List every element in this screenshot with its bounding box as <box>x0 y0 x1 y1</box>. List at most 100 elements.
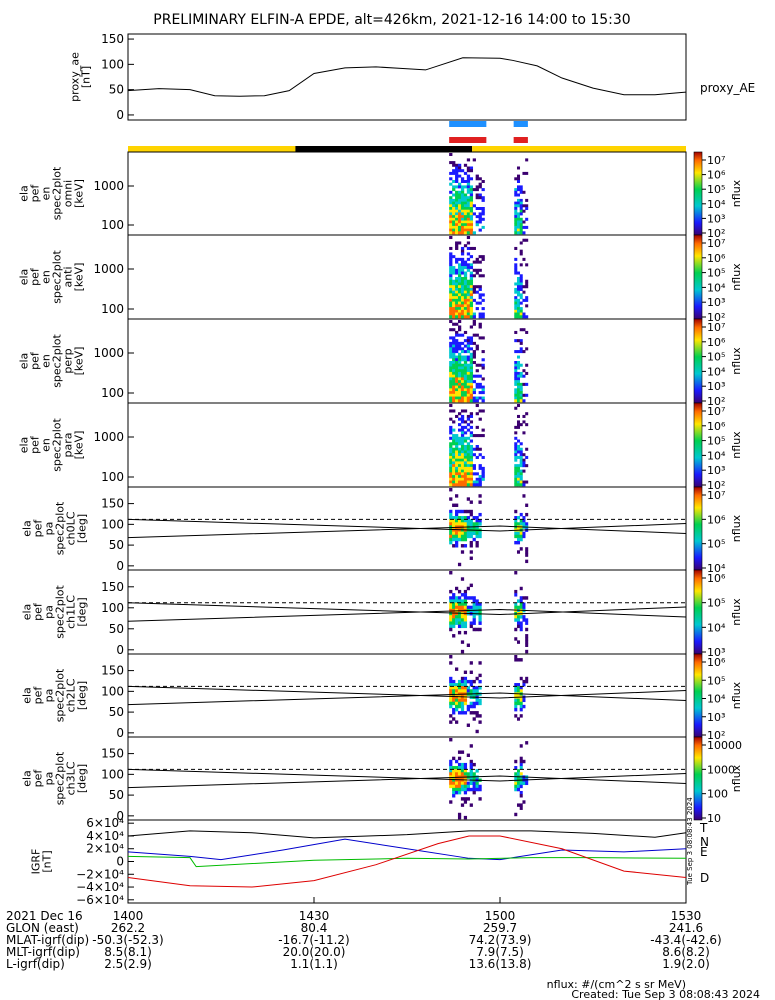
pa_ch0-cell <box>514 531 518 536</box>
en_anti-cell <box>452 255 456 259</box>
en_para-cell <box>463 439 468 443</box>
en_omni-cell <box>514 223 518 227</box>
en_perp-cell <box>514 382 518 386</box>
en_perp-cell <box>469 371 474 375</box>
en_anti-cell <box>472 298 476 302</box>
en_perp-cell <box>472 350 476 354</box>
en_perp-cell <box>469 388 474 392</box>
en_perp-cell <box>469 341 474 345</box>
en_perp-cell <box>463 344 468 348</box>
en_omni-cell <box>457 193 462 197</box>
pa_ch1-cell <box>525 643 529 647</box>
en_para-cell <box>460 409 465 413</box>
pa_ch1-cell <box>463 605 468 610</box>
en_anti-cell <box>460 309 465 313</box>
pa_ch0-cb-label-wrap: nflux <box>730 514 743 542</box>
pa_ch3-cell <box>463 762 468 767</box>
en_omni-cell <box>463 215 468 219</box>
en_omni-cell <box>475 177 479 181</box>
en_anti-cell <box>460 296 465 300</box>
pa_ch3-cell <box>452 790 456 795</box>
en_omni-cell <box>463 196 468 200</box>
pa_ch0-cell <box>514 509 518 514</box>
en_perp-cell <box>452 352 456 356</box>
en_perp-cell <box>457 377 462 381</box>
en_perp-cell <box>516 385 521 389</box>
pa_ch3-cell <box>516 784 521 789</box>
pa_ch0-cell <box>466 519 470 523</box>
en_omni-cell <box>516 198 521 202</box>
pa_ch2-cell <box>475 714 479 718</box>
en_para-cell <box>452 466 456 470</box>
en_para-cell <box>449 417 453 421</box>
en_perp-cell <box>455 382 459 386</box>
en_omni-cell <box>469 231 474 235</box>
en_anti-cell <box>469 274 474 278</box>
en_omni-cell <box>522 209 526 213</box>
pa_ch3-cell <box>463 797 468 801</box>
en_perp-cell <box>475 347 479 351</box>
en_omni-cell <box>449 225 453 229</box>
igrf-ytick-label: 4×10⁴ <box>86 829 124 843</box>
en_perp-cell <box>463 377 468 381</box>
en_para-cell <box>463 450 468 454</box>
pa_ch1-cell <box>472 627 476 632</box>
en_anti-cell <box>514 307 518 311</box>
en_perp-cell <box>516 377 521 381</box>
en_anti-cell <box>449 298 453 302</box>
pa_ch0-cell <box>457 562 462 567</box>
en_perp-cell <box>475 399 479 403</box>
en_omni-cell <box>466 182 471 186</box>
en_perp-cell <box>469 399 474 403</box>
en_para-cell <box>449 461 453 465</box>
en_omni-cell <box>516 223 521 227</box>
en_perp-cell <box>455 374 459 378</box>
pa_ch1-cell <box>514 618 518 622</box>
pa_ch0-cell <box>457 522 462 526</box>
en_perp-cell <box>466 336 471 340</box>
pa_ch2-cell <box>455 689 459 693</box>
pa_ch3-cell <box>522 759 526 764</box>
pa_ch3-cell <box>466 772 470 776</box>
pa_ch2-cell <box>478 714 482 718</box>
en_para-cell <box>460 417 465 421</box>
en_para-cell <box>452 434 456 438</box>
en_omni-cell <box>469 225 474 229</box>
pa_ch1-cell <box>463 593 468 597</box>
en_para-cell <box>475 445 479 449</box>
pa_ch1-cell <box>525 640 529 644</box>
en_para-cell <box>469 425 474 429</box>
pa_ch2-ylabel-line: pef <box>32 686 45 705</box>
pa_ch3-cell <box>519 803 523 807</box>
en_para-cell <box>463 409 468 413</box>
en_para-cell <box>460 445 465 449</box>
en_anti-cell <box>481 255 485 259</box>
en_perp-cell <box>455 333 459 337</box>
pa_ch3-cb-label-wrap: nflux <box>730 764 743 792</box>
en_perp-cell <box>469 325 474 329</box>
en_anti-cell <box>481 298 485 302</box>
en_para-cell <box>469 412 474 416</box>
en_para-cell <box>516 439 521 443</box>
pa_ch0-cell <box>466 509 470 514</box>
en_para-cell <box>514 406 518 410</box>
en_anti-cb-tick-label: 10⁵ <box>707 267 725 280</box>
en_perp-cell <box>449 374 453 378</box>
pa_ch0-cell <box>525 553 529 557</box>
en_perp-cell <box>466 350 471 354</box>
pa_ch0-cell <box>519 512 523 517</box>
en_anti-cell <box>466 257 471 261</box>
en_perp-cell <box>449 399 453 403</box>
en_para-cell <box>519 450 523 454</box>
pa_ch0-cell <box>460 550 465 554</box>
en_perp-cell <box>469 374 474 378</box>
en_omni-cell <box>449 223 453 227</box>
en_anti-cell <box>452 298 456 302</box>
en_omni-cell <box>466 231 471 235</box>
en_omni-cell <box>466 220 471 224</box>
en_para-cell <box>452 453 456 457</box>
pa_ch1-cell <box>519 596 523 600</box>
igrf-ylabel-line: IGRF <box>30 849 43 875</box>
pa_ch3-cell <box>469 787 473 792</box>
